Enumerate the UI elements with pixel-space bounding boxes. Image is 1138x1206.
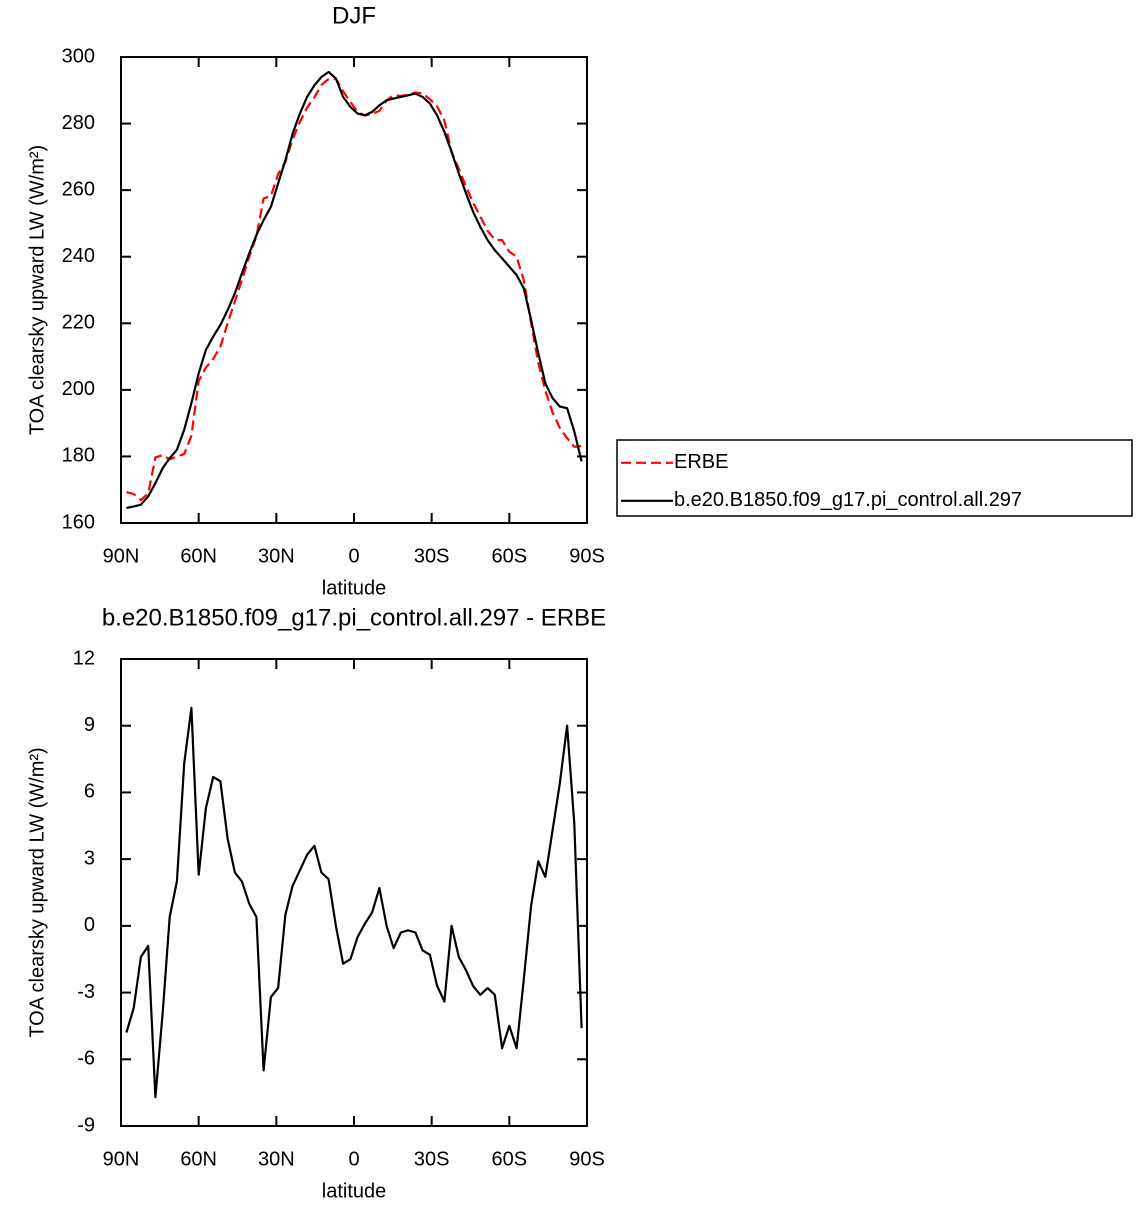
y-tick-label: 12	[73, 647, 95, 669]
y-tick-label: 240	[62, 245, 95, 267]
data-line	[125, 706, 583, 1099]
x-tick-label: 0	[348, 1148, 359, 1170]
y-tick-label: 220	[62, 312, 95, 334]
y-tick-label: 3	[84, 847, 95, 869]
legend-label: ERBE	[674, 451, 728, 473]
plot-frame	[120, 658, 588, 1127]
x-tick-label: 60S	[492, 1148, 528, 1170]
x-tick-label: 60N	[180, 1148, 217, 1170]
chart-title: DJF	[332, 2, 376, 29]
y-tick-label: -6	[77, 1048, 95, 1070]
y-tick-label: 200	[62, 378, 95, 400]
x-tick-label: 60N	[180, 545, 217, 567]
legend-label: b.e20.B1850.f09_g17.pi_control.all.297	[674, 489, 1022, 511]
data-line	[126, 70, 583, 510]
y-axis-label: TOA clearsky upward LW (W/m²)	[26, 145, 48, 435]
x-tick-label: 90N	[103, 545, 140, 567]
y-tick-label: -9	[77, 1114, 95, 1136]
chart-title: b.e20.B1850.f09_g17.pi_control.all.297 -…	[102, 604, 606, 631]
x-axis-label: latitude	[322, 1180, 387, 1202]
y-tick-label: 160	[62, 511, 95, 533]
x-tick-label: 90S	[569, 1148, 605, 1170]
x-tick-label: 90S	[569, 545, 605, 567]
y-tick-label: 280	[62, 112, 95, 134]
y-tick-label: 300	[62, 45, 95, 67]
y-axis-label: TOA clearsky upward LW (W/m²)	[26, 747, 48, 1037]
x-tick-label: 30S	[414, 1148, 450, 1170]
x-axis-label: latitude	[322, 577, 387, 599]
x-tick-label: 90N	[103, 1148, 140, 1170]
y-tick-label: -3	[77, 981, 95, 1003]
y-tick-label: 180	[62, 445, 95, 467]
data-line	[126, 77, 582, 502]
x-tick-label: 60S	[492, 545, 528, 567]
x-tick-label: 30N	[258, 1148, 295, 1170]
y-tick-label: 0	[84, 914, 95, 936]
x-tick-label: 30S	[414, 545, 450, 567]
legend-box	[616, 439, 1133, 517]
x-tick-label: 30N	[258, 545, 295, 567]
y-tick-label: 9	[84, 714, 95, 736]
x-tick-label: 0	[348, 545, 359, 567]
y-tick-label: 6	[84, 781, 95, 803]
y-tick-label: 260	[62, 178, 95, 200]
plot-frame	[120, 56, 588, 524]
